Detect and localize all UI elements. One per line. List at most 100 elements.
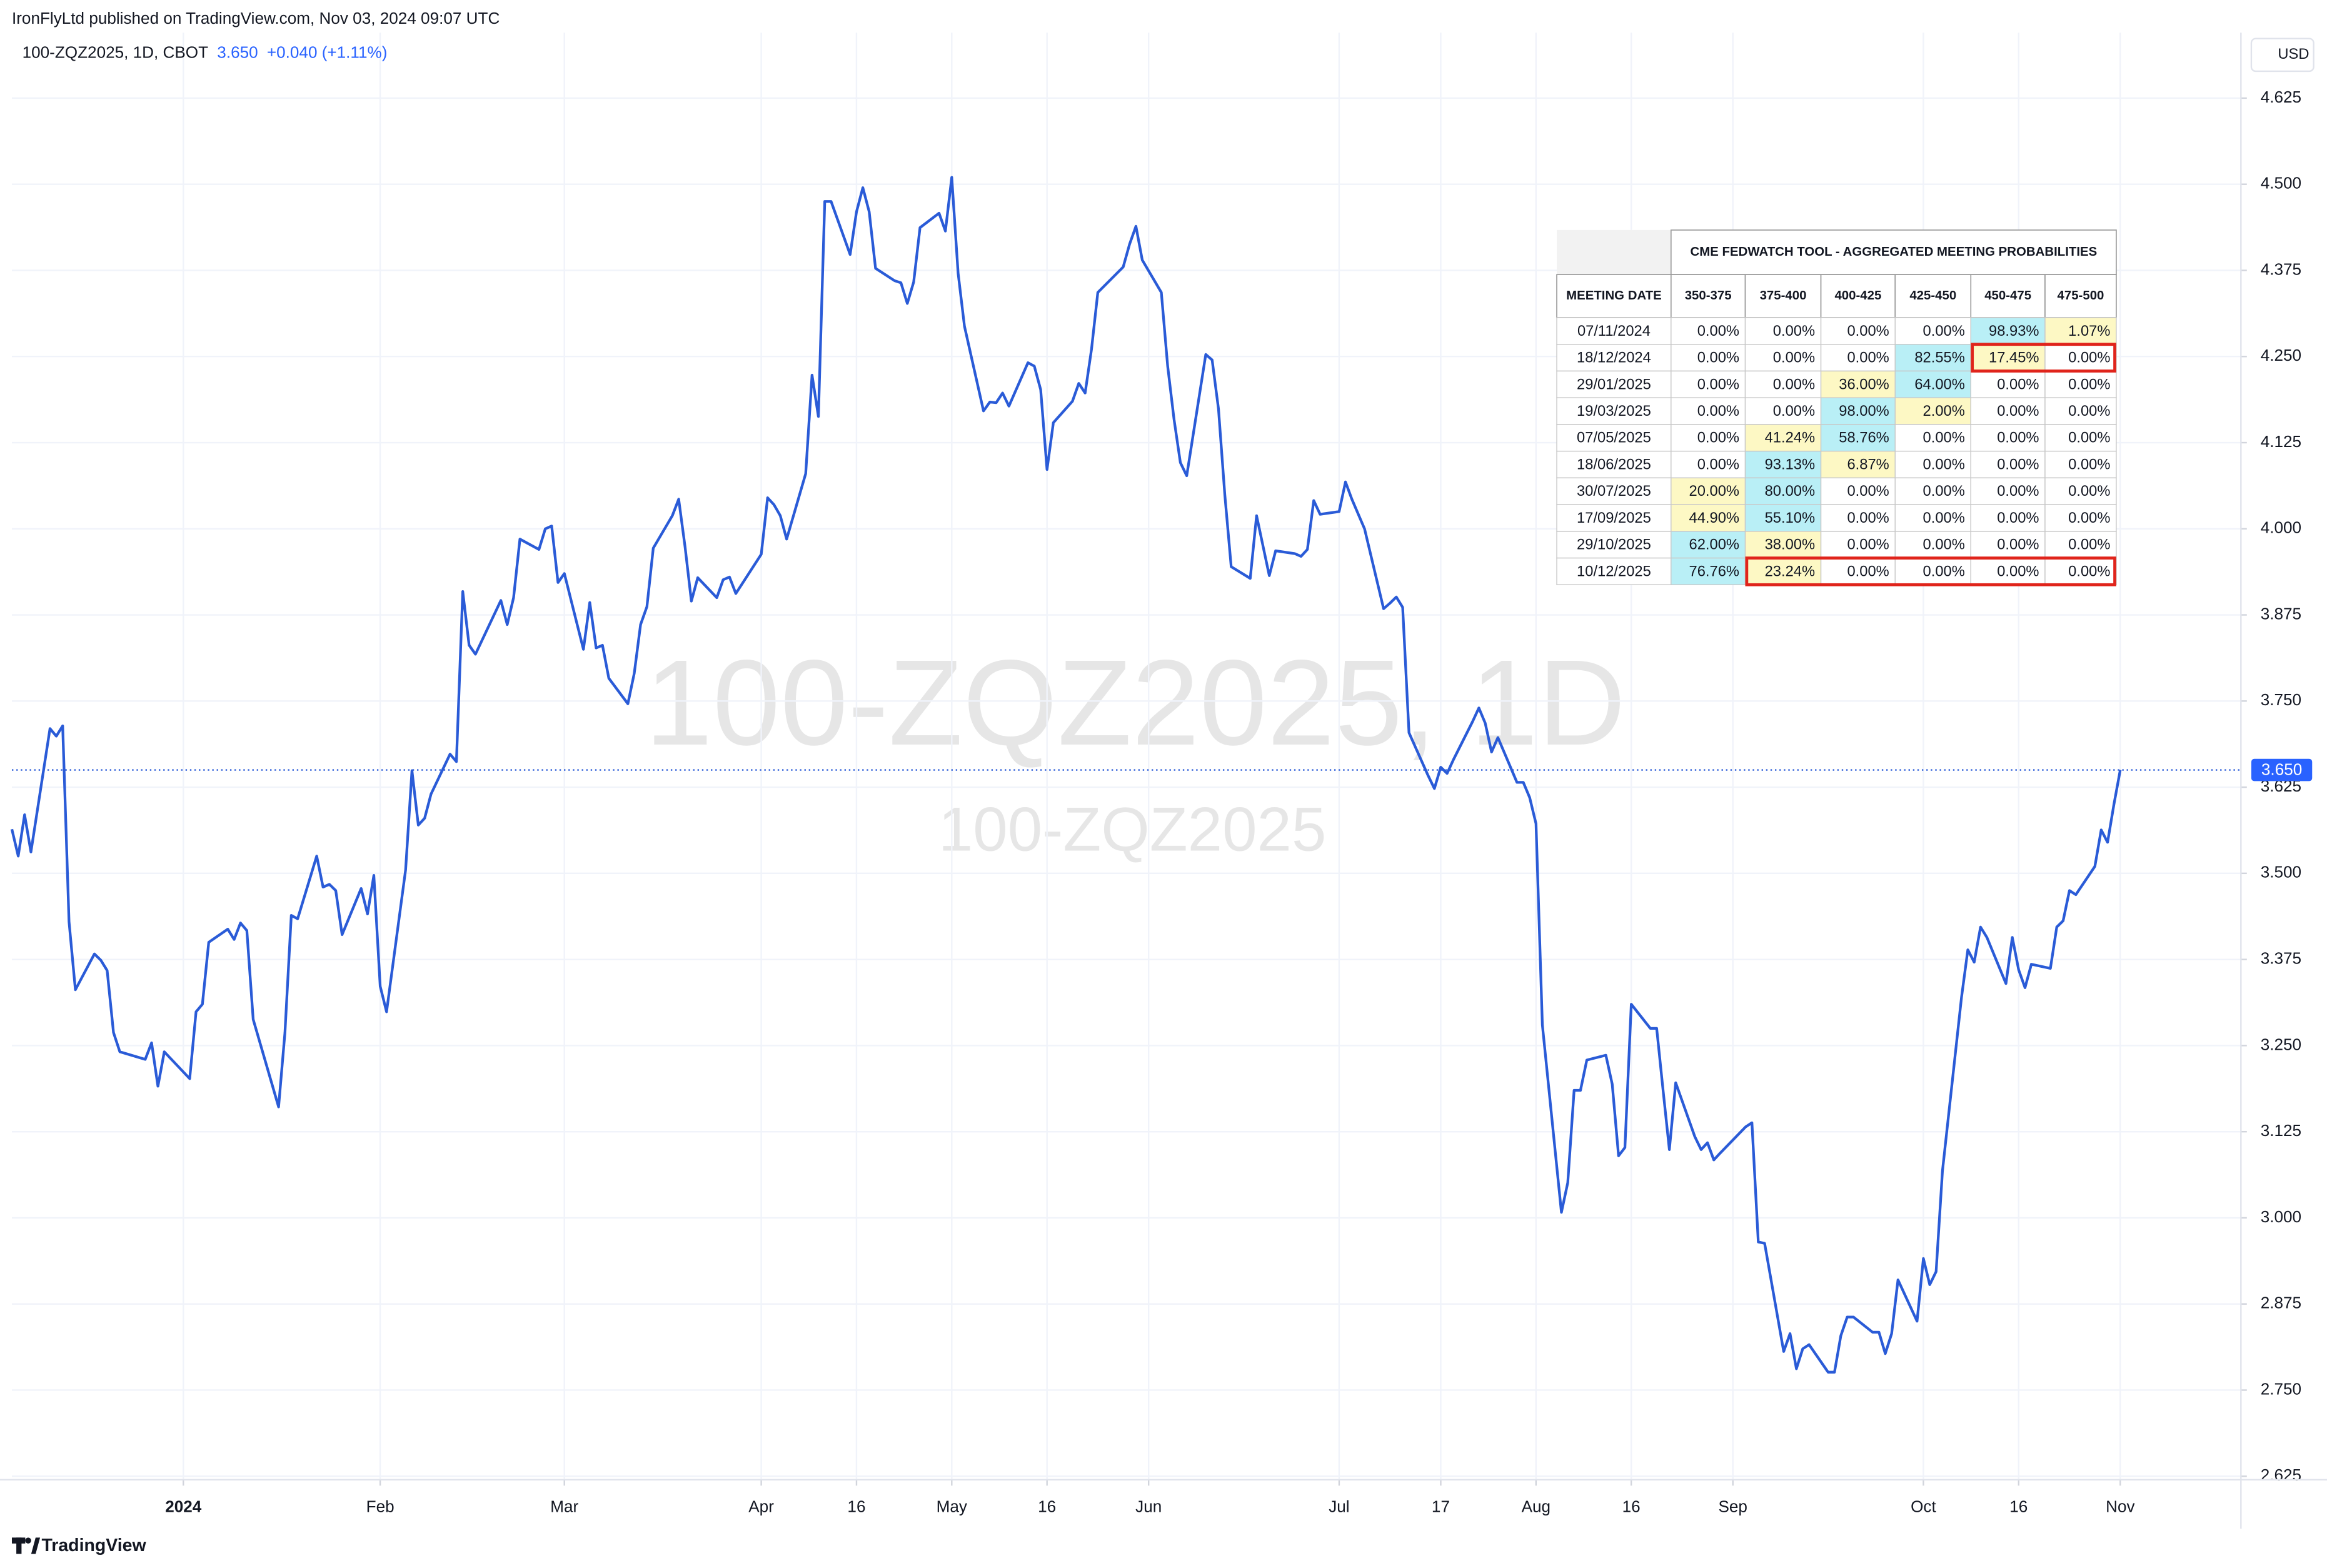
header-cell [1820, 274, 1896, 318]
y-tick-label: 2.875 [2261, 1294, 2301, 1312]
published-note: IronFlyLtd published on TradingView.com,… [12, 9, 500, 28]
probability: 93.13% [1765, 456, 1815, 473]
meeting-date: 29/10/2025 [1577, 537, 1651, 553]
y-tick-label: 2.750 [2261, 1379, 2301, 1398]
column-header: 425-450 [1909, 289, 1956, 303]
cell [1744, 424, 1822, 452]
brand[interactable]: TradingView [41, 1535, 146, 1555]
cell [2044, 370, 2117, 398]
cell [1671, 370, 1746, 398]
meeting-date: 17/09/2025 [1577, 510, 1651, 526]
cell [2044, 344, 2117, 372]
highlight-box [1745, 556, 2116, 586]
probability: 64.00% [1914, 376, 1964, 393]
x-tick-label: Jun [1135, 1497, 1162, 1516]
cell [1820, 557, 1896, 586]
probability: 0.00% [1923, 323, 1965, 339]
probability: 0.00% [1847, 537, 1889, 553]
probability: 0.00% [1997, 456, 2039, 473]
currency-box[interactable] [2250, 38, 2314, 73]
probability: 76.76% [1689, 563, 1739, 580]
cell [1820, 317, 1896, 345]
symbol: 100-ZQZ2025, 1D, CBOT [23, 43, 209, 61]
probability: 0.00% [1923, 510, 1965, 526]
cell [1744, 344, 1822, 372]
fedwatch-table: CME FEDWATCH TOOL - AGGREGATED MEETING P… [1556, 229, 2117, 586]
probability: 0.00% [1997, 537, 2039, 553]
currency[interactable]: USD [2278, 46, 2309, 63]
cell [1820, 344, 1896, 372]
y-tick-label: 4.125 [2261, 432, 2301, 451]
x-tick-label: 16 [847, 1497, 865, 1516]
cell [2044, 397, 2117, 425]
probability: 0.00% [1847, 563, 1889, 580]
x-tick-label: Mar [550, 1497, 578, 1516]
probability: 0.00% [2068, 537, 2110, 553]
y-tick-label: 3.750 [2261, 690, 2301, 709]
x-tick-label: Aug [1522, 1497, 1550, 1516]
meeting-date: 07/05/2025 [1577, 430, 1651, 446]
meeting-date: 29/01/2025 [1577, 376, 1651, 393]
last-price-label: 3.650 [2261, 760, 2302, 779]
probability: 0.00% [1773, 403, 1815, 420]
cell [1671, 424, 1746, 452]
meeting-date: 30/07/2025 [1577, 483, 1651, 500]
cell [1671, 531, 1746, 559]
probability: 0.00% [1847, 510, 1889, 526]
probability: 0.00% [2068, 430, 2110, 446]
column-header: 375-400 [1760, 289, 1807, 303]
cell [1744, 397, 1822, 425]
cell [1556, 450, 1672, 479]
x-tick-label: Oct [1911, 1497, 1936, 1516]
probability: 0.00% [1923, 456, 1965, 473]
logo-dot [25, 1537, 31, 1544]
cell [1820, 504, 1896, 532]
cell [1820, 424, 1896, 452]
probability: 36.00% [1839, 376, 1889, 393]
probability: 0.00% [1923, 537, 1965, 553]
y-tick-label: 3.125 [2261, 1121, 2301, 1140]
cell [1744, 531, 1822, 559]
y-tick-label: 2.625 [2261, 1465, 2301, 1484]
probability: 44.90% [1689, 510, 1739, 526]
probability: 0.00% [1697, 376, 1739, 393]
probability: 0.00% [1773, 350, 1815, 366]
probability: 38.00% [1765, 537, 1815, 553]
probability: 23.24% [1765, 563, 1815, 580]
meeting-date: 10/12/2025 [1577, 563, 1651, 580]
y-tick-label: 3.375 [2261, 949, 2301, 968]
cell [1970, 397, 2046, 425]
probability: 0.00% [1697, 456, 1739, 473]
cell [1894, 450, 1972, 479]
cell [1556, 397, 1672, 425]
x-tick-label: 17 [1432, 1497, 1450, 1516]
probability: 0.00% [1697, 350, 1739, 366]
probability: 0.00% [1923, 483, 1965, 500]
x-tick-label: Sep [1718, 1497, 1747, 1516]
column-header: MEETING DATE [1566, 289, 1662, 303]
probability: 82.55% [1914, 350, 1964, 366]
y-tick-label: 4.375 [2261, 259, 2301, 278]
last-price-box [2251, 758, 2313, 781]
probability: 0.00% [1847, 483, 1889, 500]
header-cell [1670, 274, 1746, 318]
probability: 0.00% [2068, 403, 2110, 420]
cell [1820, 370, 1896, 398]
cell [1970, 504, 2046, 532]
probability: 0.00% [1997, 403, 2039, 420]
header-cell [1970, 274, 2046, 318]
x-tick-label: 16 [1622, 1497, 1641, 1516]
probability: 58.76% [1839, 430, 1889, 446]
table-title: CME FEDWATCH TOOL - AGGREGATED MEETING P… [1691, 245, 2098, 259]
brand-logo[interactable] [11, 1537, 41, 1554]
watermark: 100-ZQZ2025, 1D [645, 635, 1626, 771]
header-cell [1744, 274, 1822, 318]
logo-stem [16, 1537, 22, 1554]
cell [1894, 397, 1972, 425]
probability: 0.00% [1997, 376, 2039, 393]
cell [1894, 424, 1972, 452]
header-cell [1894, 274, 1972, 318]
probability: 41.24% [1765, 430, 1815, 446]
cell [1894, 370, 1972, 398]
